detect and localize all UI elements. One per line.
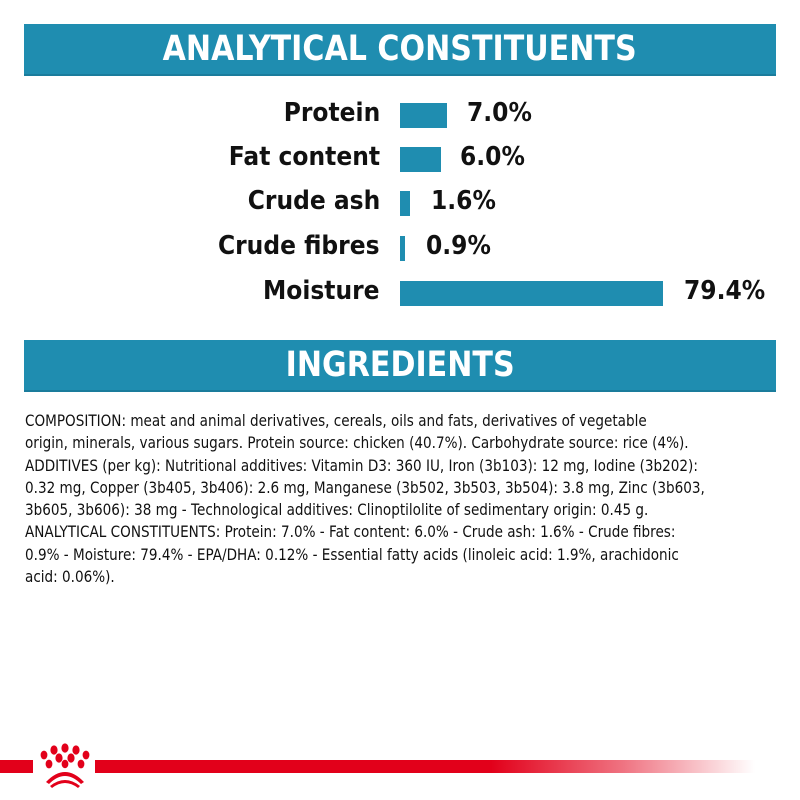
row-value: 1.6% <box>431 186 496 216</box>
ingredients-line: 0.9% - Moisture: 79.4% - EPA/DHA: 0.12% … <box>25 545 679 564</box>
row-value: 7.0% <box>467 98 532 128</box>
ingredients-line: COMPOSITION: meat and animal derivatives… <box>25 412 647 430</box>
ingredients-line: acid: 0.06%). <box>25 568 115 587</box>
ingredients-line: ADDITIVES (per kg): Nutritional additive… <box>25 456 698 475</box>
chart-row-crude-fibres: Crude fibres 0.9% <box>0 231 800 262</box>
bar-crude-ash <box>400 191 410 216</box>
bar-protein <box>400 103 447 128</box>
brand-footer <box>0 720 800 790</box>
row-label: Moisture <box>263 276 380 306</box>
ingredients-title: INGREDIENTS <box>285 345 515 385</box>
row-value: 0.9% <box>426 231 491 261</box>
ingredients-line: ANALYTICAL CONSTITUENTS: Protein: 7.0% -… <box>25 523 676 542</box>
ingredients-line: 3b605, 3b606): 38 mg - Technological add… <box>25 501 649 520</box>
chart-row-fat-content: Fat content 6.0% <box>0 142 800 173</box>
ingredients-text: COMPOSITION: meat and animal derivatives… <box>25 410 795 588</box>
row-label: Crude fibres <box>218 231 380 261</box>
analytical-constituents-header: ANALYTICAL CONSTITUENTS <box>24 24 776 76</box>
ingredients-line: origin, minerals, various sugars. Protei… <box>25 434 689 453</box>
chart-row-moisture: Moisture 79.4% <box>0 276 800 307</box>
red-stripe-left <box>0 760 33 773</box>
row-label: Fat content <box>228 142 380 172</box>
analytical-constituents-title: ANALYTICAL CONSTITUENTS <box>162 29 638 69</box>
crown-icon <box>37 742 93 788</box>
ingredients-header: INGREDIENTS <box>24 340 776 392</box>
bar-crude-fibres <box>400 236 405 261</box>
analytical-constituents-chart: Protein 7.0% Fat content 6.0% Crude ash … <box>0 96 800 316</box>
chart-row-protein: Protein 7.0% <box>0 98 800 129</box>
ingredients-line: 0.32 mg, Copper (3b405, 3b406): 2.6 mg, … <box>25 478 705 497</box>
row-value: 79.4% <box>684 276 766 306</box>
row-label: Crude ash <box>247 186 380 216</box>
chart-row-crude-ash: Crude ash 1.6% <box>0 186 800 217</box>
row-label: Protein <box>283 98 380 128</box>
red-stripe-right <box>95 760 755 773</box>
bar-moisture <box>400 281 663 306</box>
row-value: 6.0% <box>460 142 525 172</box>
bar-fat-content <box>400 147 441 172</box>
